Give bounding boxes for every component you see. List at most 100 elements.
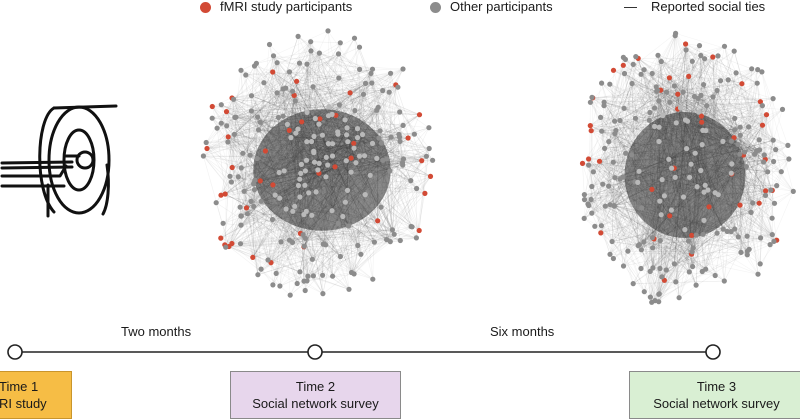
other-participant-node [359,131,366,138]
legend: fMRI study participants Other participan… [0,0,800,18]
other-participant-node [613,127,619,134]
social-tie [307,275,350,290]
social-tie [691,232,718,255]
fmri-participant-node [286,127,292,133]
other-participant-node [335,51,342,57]
other-participant-node [650,265,656,271]
other-participant-node [345,139,351,145]
social-tie [601,131,624,267]
social-tie [619,76,689,121]
other-participant-node [387,168,393,174]
social-tie [609,84,626,154]
other-participant-node [248,93,255,99]
social-tie [203,95,295,157]
social-tie [203,53,339,157]
social-tie [740,135,766,192]
other-participant-node [397,109,403,115]
other-participant-node [348,169,354,175]
other-participant-node [304,109,310,115]
social-tie [600,58,639,233]
social-tie [228,226,412,247]
social-tie [652,235,692,269]
other-participant-node [696,109,702,115]
social-tie [601,131,609,187]
other-participant-node [344,132,350,138]
social-tie [206,53,339,149]
social-tie [661,61,714,98]
social-tie [608,185,655,240]
other-participant-node [284,121,290,127]
social-tie [614,101,761,122]
social-tie [658,61,662,101]
other-participant-node [607,202,613,208]
other-participant-node [636,168,642,174]
other-participant-node [304,139,310,145]
social-tie [234,117,261,123]
social-tie [588,65,624,166]
other-participant-node [612,118,618,124]
other-participant-node [639,205,645,211]
social-tie [233,99,279,118]
other-participant-node [231,96,237,102]
other-participant-node [712,272,718,279]
other-participant-node [308,138,315,145]
other-participant-node [370,276,376,282]
social-tie [654,234,773,301]
social-tie [246,207,355,275]
social-tie [390,137,403,163]
social-tie [224,244,308,282]
other-participant-node [746,246,752,252]
other-participant-node [786,156,792,162]
social-tie [243,191,350,290]
social-tie [354,38,426,194]
social-tie [227,136,262,270]
social-tie [228,246,350,290]
social-tie [351,176,431,273]
social-tie [234,134,239,177]
other-participant-node [698,167,704,174]
other-participant-node [702,182,708,188]
social-tie [588,158,602,233]
social-tie [614,56,637,122]
social-tie [641,239,777,251]
time2-subtitle: Social network survey [252,396,379,411]
other-participant-node [413,235,419,241]
other-participant-node [248,198,254,204]
social-tie [752,150,760,204]
social-tie [229,176,306,239]
social-tie [371,82,400,138]
social-tie [658,61,693,101]
social-tie [590,199,642,251]
other-participant-node [290,208,296,214]
social-tie [260,117,279,123]
social-tie [240,55,274,216]
other-participant-node [649,70,655,77]
other-participant-node [238,165,244,171]
social-tie [217,73,391,129]
fmri-participant-node [427,173,434,179]
interval-label-six-months: Six months [490,324,555,339]
fmri-participant-node [222,191,228,197]
social-tie [583,165,589,219]
social-tie [348,225,355,274]
legend-other: Other participants [430,0,553,14]
social-tie [701,50,735,123]
social-tie [372,69,433,161]
fmri-participant-node [243,205,250,211]
social-tie [306,53,339,65]
other-participant-node [214,125,220,131]
other-participant-node [656,98,662,104]
social-tie [591,107,655,214]
social-tie [231,134,235,244]
social-tie [390,73,392,138]
social-tie [674,234,773,265]
social-tie [591,91,684,131]
other-participant-node [750,200,756,206]
other-participant-node [238,67,244,73]
social-tie [390,73,426,194]
social-tie [635,115,663,119]
other-participant-node [586,162,592,168]
social-tie [220,237,308,282]
other-participant-node [297,176,303,182]
social-tie [388,92,433,161]
